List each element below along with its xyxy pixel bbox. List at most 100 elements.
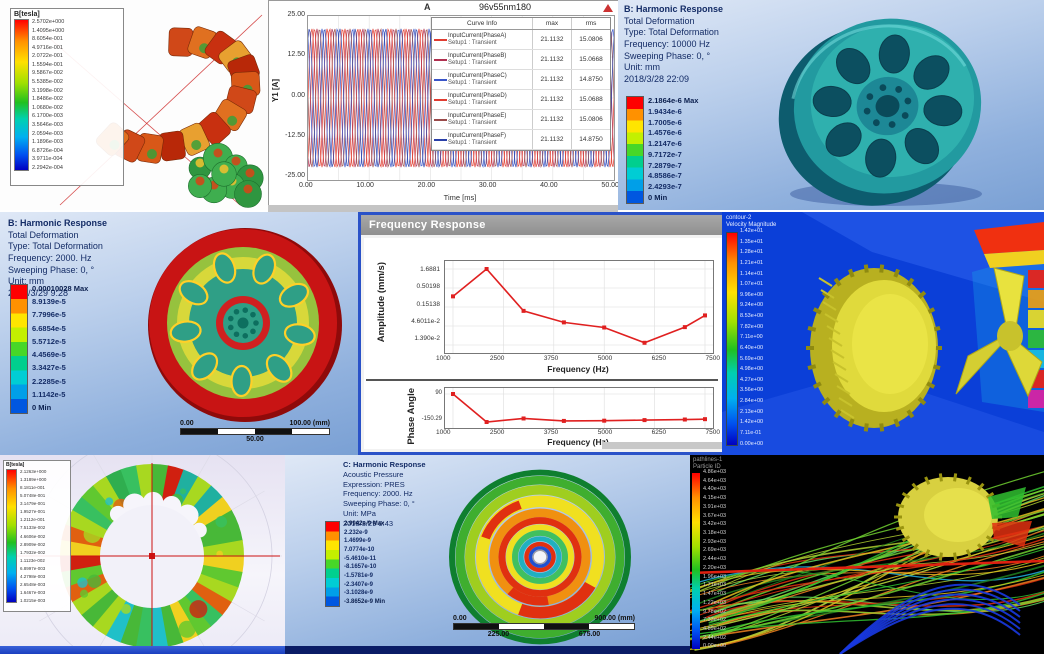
series-max: 21.1132 [532, 70, 571, 89]
analysis-header-line: B: Harmonic Response [8, 218, 108, 228]
x-tick: 40.00 [540, 182, 558, 189]
series-name: InputCurrent(PhaseE) [448, 112, 507, 119]
particle-id-value: 0.00e+00 [703, 643, 727, 650]
scale-left: 0.00 [180, 420, 194, 427]
amplitude-plot-area [444, 260, 714, 354]
analysis-header-line: Total Deformation [8, 229, 79, 240]
series-rms: 15.0806 [571, 110, 610, 129]
analysis-header-line: Frequency: 2000. Hz [8, 253, 92, 264]
y-tick: 12.50 [287, 51, 305, 59]
y-tick: 0.00 [291, 91, 305, 99]
velocity-value: 6.40e+00 [740, 344, 764, 351]
panel-transient-current-plot: A 96v55nm180 Y1 [A] 25.00 12.50 0.00 -12.50… [268, 0, 620, 207]
streamlines-render [690, 471, 1044, 654]
amp-y-tick: 0.15138 [416, 300, 441, 308]
cfd-render [722, 212, 1044, 455]
particle-id-value: 2.44e+02 [703, 634, 727, 641]
series-color-swatch [433, 78, 447, 81]
colorbar-value: 3.3427e-5 [32, 363, 66, 373]
colorbar-value: 2.1263e+000 [20, 469, 47, 474]
analysis-header-line: Unit: mm [8, 276, 44, 287]
analysis-header-line: Frequency: 10000 Hz [624, 39, 711, 50]
panel-acoustic-pressure: C: Harmonic Response Acoustic Pressure Exp… [285, 455, 690, 646]
analysis-header-line: 2018/3/29 9:43 [343, 518, 394, 528]
velocity-value: 1.42e+00 [740, 419, 764, 426]
panel-stator-field: B[tesla] 2.1263e+000 1.3189e+000 8.1811e-0… [0, 455, 285, 654]
legend-row: InputCurrent(PhaseA) Setup1 : Transient … [432, 30, 610, 50]
series-name: InputCurrent(PhaseC) [448, 72, 507, 79]
particle-id-value: 4.64e+03 [703, 477, 727, 484]
colorbar-value: 1.9527e-001 [20, 509, 46, 515]
window-bottom-strip [268, 205, 618, 212]
series-rms: 14.8750 [571, 70, 610, 89]
series-name: InputCurrent(PhaseA) [448, 32, 507, 39]
velocity-value: 8.53e+00 [740, 313, 764, 319]
velocity-value: 1.35e+01 [740, 238, 764, 245]
series-rms: 15.0668 [571, 50, 610, 69]
scale-right: 900.00 (mm) [594, 615, 635, 622]
colorbar-value: 1.4576e-6 [648, 128, 682, 138]
colorbar-value: 6.1700e-003 [32, 113, 63, 120]
analysis-header-line: Unit: MPa [343, 508, 376, 518]
colorbar-value: -3.1028e-9 [344, 590, 374, 597]
colorbar-value: -1.5781e-9 [344, 572, 374, 579]
phase-x-tick: 1000 [436, 429, 451, 436]
colorbar-value: 2.1864e-6 Max [648, 96, 699, 105]
scale-bar: 0.00 900.00 (mm) 225.00 675.00 [453, 615, 635, 638]
panel-pathlines: pathlines-1 Particle ID 4.86e+03 4.64e+03 4… [690, 455, 1044, 654]
analysis-header-line: B: Harmonic Response [624, 4, 724, 14]
x-tick: 0.00 [299, 182, 313, 189]
window-titlebar[interactable]: Frequency Response [361, 215, 725, 235]
velocity-value: 7.82e+00 [740, 323, 764, 330]
colorbar-value: 2.8909e-002 [20, 541, 46, 547]
window-resize-strip[interactable] [602, 442, 722, 449]
velocity-value: 9.24e+00 [740, 302, 764, 309]
series-name: InputCurrent(PhaseB) [448, 52, 507, 59]
amp-x-tick: 1000 [436, 355, 451, 362]
pressure-colorbar: 2.9942e-9 Max 2.232e-9 1.4699e-9 7.0774e-10… [325, 521, 386, 607]
amp-x-tick: 7500 [705, 355, 720, 362]
motor-coil-render [39, 14, 264, 208]
plot-corner-label: A [424, 2, 431, 12]
particle-colorbar [692, 473, 700, 649]
legend-row: InputCurrent(PhaseC) Setup1 : Transient … [432, 70, 610, 90]
legend-col-rms: rms [571, 18, 610, 29]
colorbar-value: 5.5385e-002 [32, 79, 63, 86]
series-max: 21.1132 [532, 50, 571, 69]
series-max: 21.1132 [532, 130, 571, 149]
contour-legend-title: Velocity Magnitude [726, 222, 777, 229]
particle-id-value: 1.47e+03 [703, 591, 727, 598]
velocity-value: 1.07e+01 [740, 281, 764, 288]
field-legend: B[tesla] 2.5702e+000 1.4095e+000 8.6054e-0… [10, 8, 124, 186]
particle-id-value: 3.18e+03 [703, 530, 727, 537]
colorbar-value: -3.8652e-9 Min [344, 598, 386, 605]
colorbar-value: 4.4569e-5 [32, 350, 66, 360]
particle-id-value: 9.78e+02 [703, 608, 727, 615]
colorbar-value: 1.0680e-002 [32, 104, 63, 111]
analysis-header-line: 2018/3/29 9:28 [8, 288, 69, 299]
colorbar-value: 6.8997e-003 [20, 565, 46, 571]
amp-x-tick: 2500 [489, 355, 505, 362]
colorbar-value: 1.7005e-6 [648, 117, 682, 127]
particle-id-value: 2.93e+03 [703, 538, 727, 545]
particle-id-value: 4.89e+02 [703, 625, 727, 632]
analysis-header-line: Sweeping Phase: 0, ° [343, 499, 415, 508]
particle-id-value: 7.33e+02 [703, 617, 727, 624]
colorbar-value: 2.0722e-001 [32, 53, 63, 60]
colorbar-value: 6.8726e-004 [32, 147, 63, 154]
amp-y-tick: 1.390e-2 [414, 335, 440, 342]
amp-x-tick: 5000 [597, 355, 613, 362]
colorbar-value: 0 Min [32, 402, 52, 412]
particle-id-value: 2.69e+03 [703, 547, 727, 554]
colorbar-value: 8.6054e-001 [32, 36, 63, 43]
analysis-header-line: C: Harmonic Response [343, 460, 426, 469]
field-legend-small: B[tesla] 2.1263e+000 1.3189e+000 8.1811e-0… [3, 460, 71, 612]
colorbar-value: 4.2798e-003 [20, 573, 46, 579]
colorbar-value: 7.5133e-002 [20, 525, 46, 531]
x-axis-label: Time [ms] [443, 193, 477, 202]
scale-right: 100.00 (mm) [289, 420, 330, 427]
phase-x-tick: 3750 [543, 429, 559, 436]
series-name: InputCurrent(PhaseD) [448, 92, 507, 99]
analysis-header-line: 2018/3/28 22:09 [624, 74, 690, 85]
amp-y-tick: 1.6881 [420, 266, 440, 273]
